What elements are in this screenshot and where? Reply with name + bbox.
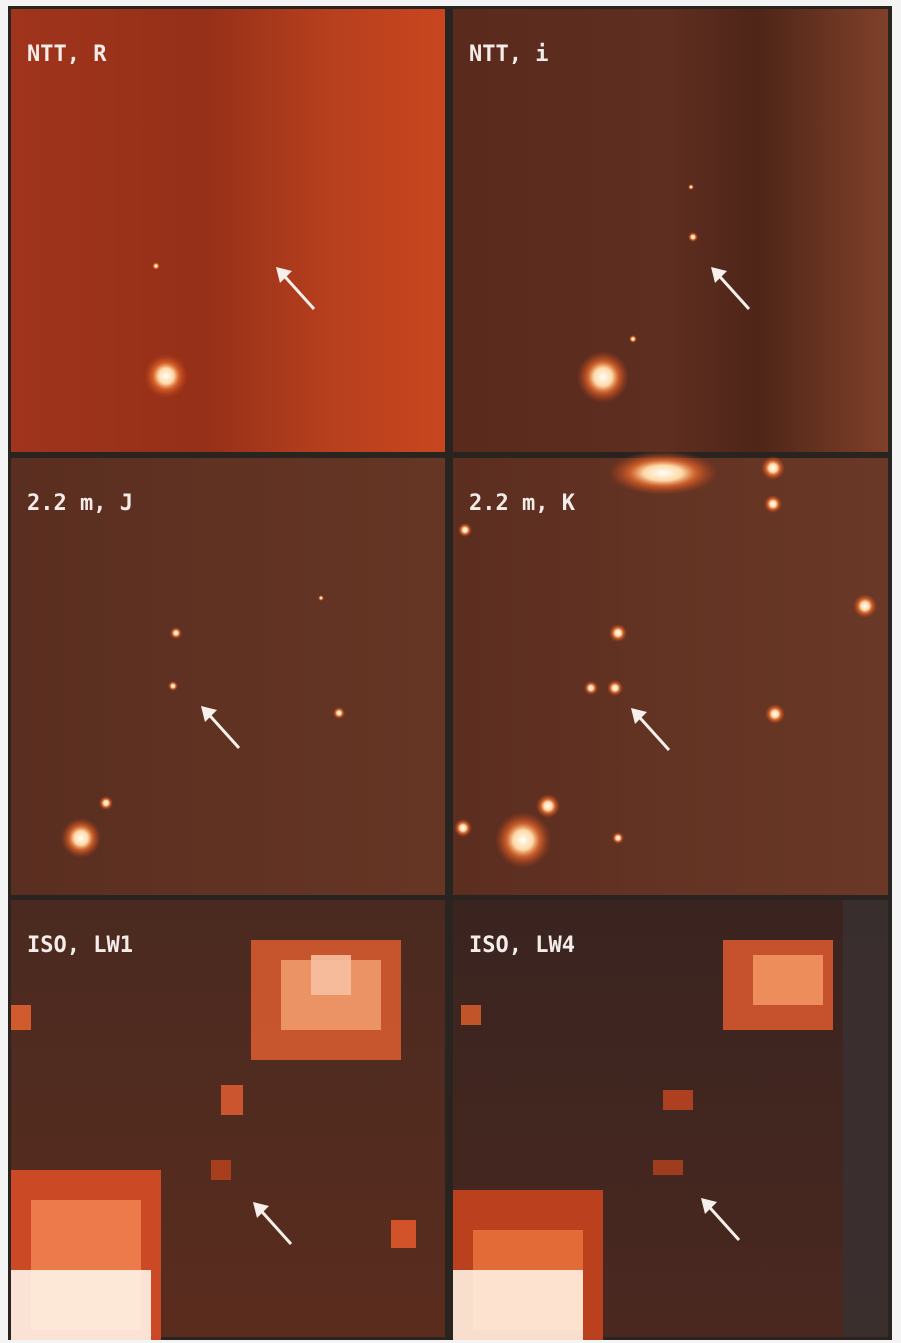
panel: NTT, R xyxy=(11,9,445,452)
star xyxy=(853,594,877,618)
star xyxy=(764,495,782,513)
star xyxy=(458,523,472,537)
panel: 2.2 m, K xyxy=(453,451,888,895)
star xyxy=(629,335,637,343)
star xyxy=(688,184,694,190)
panel-label: NTT, i xyxy=(469,42,548,67)
pixel-blob xyxy=(653,1160,683,1175)
star xyxy=(170,627,182,639)
figure: NTT, R NTT, i 2.2 m, J 2.2 m, K ISO, LW1 ISO,… xyxy=(0,0,901,1343)
star xyxy=(152,262,160,270)
pixel-blob xyxy=(461,1005,481,1025)
panel: ISO, LW1 xyxy=(11,900,445,1340)
star xyxy=(454,819,472,837)
pixel-blob xyxy=(453,1270,583,1340)
star xyxy=(495,812,551,868)
panel-image xyxy=(11,9,445,452)
panel-label: ISO, LW4 xyxy=(469,933,575,958)
pixel-blob xyxy=(663,1090,693,1110)
pixel-blob xyxy=(11,1270,151,1340)
star xyxy=(536,794,560,818)
star xyxy=(99,796,113,810)
pixel-blob xyxy=(11,1005,31,1030)
panel-label: 2.2 m, J xyxy=(27,491,133,516)
star xyxy=(765,704,785,724)
star xyxy=(318,595,324,601)
star xyxy=(168,681,178,691)
panel-label: 2.2 m, K xyxy=(469,491,576,516)
star xyxy=(577,351,629,403)
pixel-blob xyxy=(391,1220,416,1248)
star xyxy=(584,681,598,695)
panel: NTT, i xyxy=(453,9,888,452)
pixel-blob xyxy=(311,955,351,995)
panel: ISO, LW4 xyxy=(453,900,888,1340)
nebula xyxy=(608,451,718,495)
star xyxy=(607,680,623,696)
star xyxy=(609,624,627,642)
star xyxy=(761,456,785,480)
pixel-blob xyxy=(753,955,823,1005)
star xyxy=(688,232,698,242)
panel-label: ISO, LW1 xyxy=(27,933,133,958)
star xyxy=(144,354,188,398)
star xyxy=(612,832,624,844)
panel-label: NTT, R xyxy=(27,42,107,67)
pixel-blob xyxy=(843,900,888,1337)
pixel-blob xyxy=(221,1085,243,1115)
star xyxy=(333,707,345,719)
star xyxy=(61,818,101,858)
pixel-blob xyxy=(211,1160,231,1180)
panel-image xyxy=(453,9,888,452)
panel: 2.2 m, J xyxy=(11,458,445,895)
